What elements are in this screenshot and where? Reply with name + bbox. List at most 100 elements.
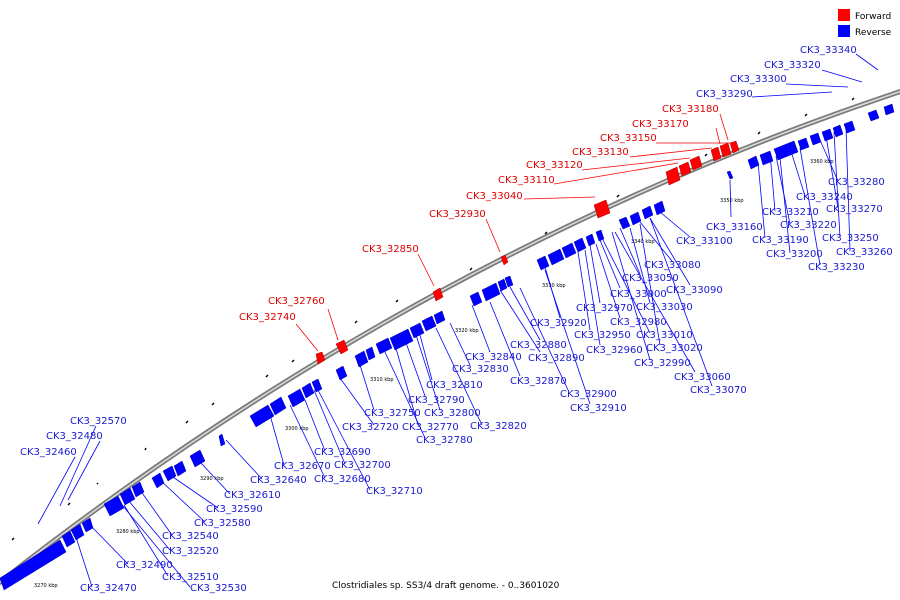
gene-label: CK3_32790	[408, 395, 465, 406]
gene-reverse	[433, 310, 446, 325]
gene-label: CK3_33270	[826, 204, 883, 215]
tick-label: 3310 kbp	[370, 377, 394, 383]
gene-label: CK3_33260	[836, 247, 893, 258]
gene-label: CK3_32890	[528, 353, 585, 364]
legend-reverse-swatch	[838, 25, 850, 37]
gene-label: CK3_33210	[762, 207, 819, 218]
gene-label: CK3_32910	[570, 403, 627, 414]
gene-label: CK3_32950	[574, 330, 631, 341]
legend-forward-swatch	[838, 9, 850, 21]
gene-forward	[335, 339, 349, 355]
gene-reverse	[409, 322, 425, 339]
gene-reverse	[301, 382, 315, 399]
gene-label: CK3_32580	[194, 518, 251, 529]
gene-label: CK3_32990	[634, 358, 691, 369]
legend: Forward Reverse	[838, 9, 892, 38]
gene-label: CK3_32980	[610, 317, 667, 328]
gene-label: CK3_32810	[426, 380, 483, 391]
gene-label: CK3_33070	[690, 385, 747, 396]
gene-reverse	[573, 237, 587, 253]
gene-reverse	[797, 137, 810, 151]
legend-forward-label: Forward	[855, 12, 891, 22]
gene-reverse	[561, 242, 577, 259]
gene-label: CK3_32700	[334, 460, 391, 471]
gene-label: CK3_32850	[362, 244, 419, 255]
gene-reverse	[249, 404, 275, 428]
gene-reverse	[629, 211, 642, 226]
gene-reverse	[536, 255, 550, 271]
gene-label: CK3_32570	[70, 416, 127, 427]
gene-label: CK3_33030	[636, 302, 693, 313]
tick-label: 3350 kbp	[720, 198, 744, 204]
gene-label: CK3_32770	[402, 422, 459, 433]
gene-label: CK3_33220	[780, 220, 837, 231]
gene-reverse	[883, 103, 895, 116]
gene-label: CK3_33250	[822, 233, 879, 244]
gene-reverse	[843, 120, 856, 134]
gene-label: CK3_32510	[162, 572, 219, 583]
gene-reverse	[726, 170, 734, 180]
gene-label: CK3_32900	[560, 389, 617, 400]
gene-reverse	[335, 365, 348, 381]
gene-reverse	[481, 282, 501, 302]
gene-label: CK3_32520	[162, 546, 219, 557]
gene-label: CK3_32720	[342, 422, 399, 433]
gene-reverse	[218, 433, 226, 447]
gene-label: CK3_33320	[764, 60, 821, 71]
gene-label: CK3_33180	[662, 104, 719, 115]
gene-label: CK3_33110	[498, 175, 555, 186]
gene-label: CK3_33300	[730, 74, 787, 85]
gene-label: CK3_33340	[800, 45, 857, 56]
gene-reverse	[773, 140, 799, 161]
gene-label: CK3_32880	[510, 340, 567, 351]
gene-label: CK3_32680	[314, 474, 371, 485]
gene-reverse	[469, 291, 483, 307]
gene-label: CK3_33170	[632, 119, 689, 130]
gene-label: CK3_32960	[586, 345, 643, 356]
tick-label: 3330 kbp	[542, 283, 566, 289]
gene-reverse	[421, 315, 437, 332]
forward-genes	[315, 140, 740, 365]
gene-label: CK3_33000	[610, 289, 667, 300]
gene-label: CK3_33160	[706, 222, 763, 233]
gene-forward	[593, 199, 611, 219]
gene-reverse	[173, 460, 187, 477]
gene-label: CK3_33080	[644, 260, 701, 271]
gene-label: CK3_33240	[796, 192, 853, 203]
gene-label: CK3_32840	[465, 352, 522, 363]
gene-label: CK3_32470	[80, 583, 137, 594]
gene-reverse	[497, 278, 508, 292]
gene-forward	[665, 166, 681, 186]
gene-reverse	[585, 233, 596, 247]
gene-label: CK3_33100	[676, 236, 733, 247]
gene-forward	[710, 146, 722, 162]
reverse-gene-labels: CK3_33340 CK3_33320 CK3_33300 CK3_33290 …	[20, 45, 893, 594]
gene-reverse	[269, 396, 287, 416]
gene-label: CK3_32590	[206, 504, 263, 515]
gene-label: CK3_32670	[274, 461, 331, 472]
gene-reverse	[162, 465, 177, 482]
gene-label: CK3_32920	[530, 318, 587, 329]
gene-forward	[500, 254, 509, 266]
gene-label: CK3_32800	[424, 408, 481, 419]
gene-reverse	[375, 337, 393, 355]
gene-label: CK3_33040	[466, 191, 523, 202]
gene-reverse	[832, 124, 844, 138]
gene-label: CK3_32740	[239, 312, 296, 323]
gene-label: CK3_33190	[752, 235, 809, 246]
legend-reverse-label: Reverse	[855, 28, 892, 38]
gene-label: CK3_32530	[190, 583, 247, 594]
gene-reverse	[354, 350, 369, 368]
gene-label: CK3_33050	[622, 273, 679, 284]
gene-reverse	[747, 155, 760, 170]
gene-label: CK3_32460	[20, 447, 77, 458]
tick-label: 3290 kbp	[200, 476, 224, 482]
gene-reverse	[504, 275, 514, 288]
gene-label: CK3_33060	[674, 372, 731, 383]
gene-reverse	[119, 487, 136, 506]
gene-reverse	[595, 229, 605, 242]
tick-label: 3360 kbp	[810, 159, 834, 165]
gene-label: CK3_32490	[116, 560, 173, 571]
gene-label: CK3_32610	[224, 490, 281, 501]
tick-label: 3280 kbp	[116, 529, 140, 535]
